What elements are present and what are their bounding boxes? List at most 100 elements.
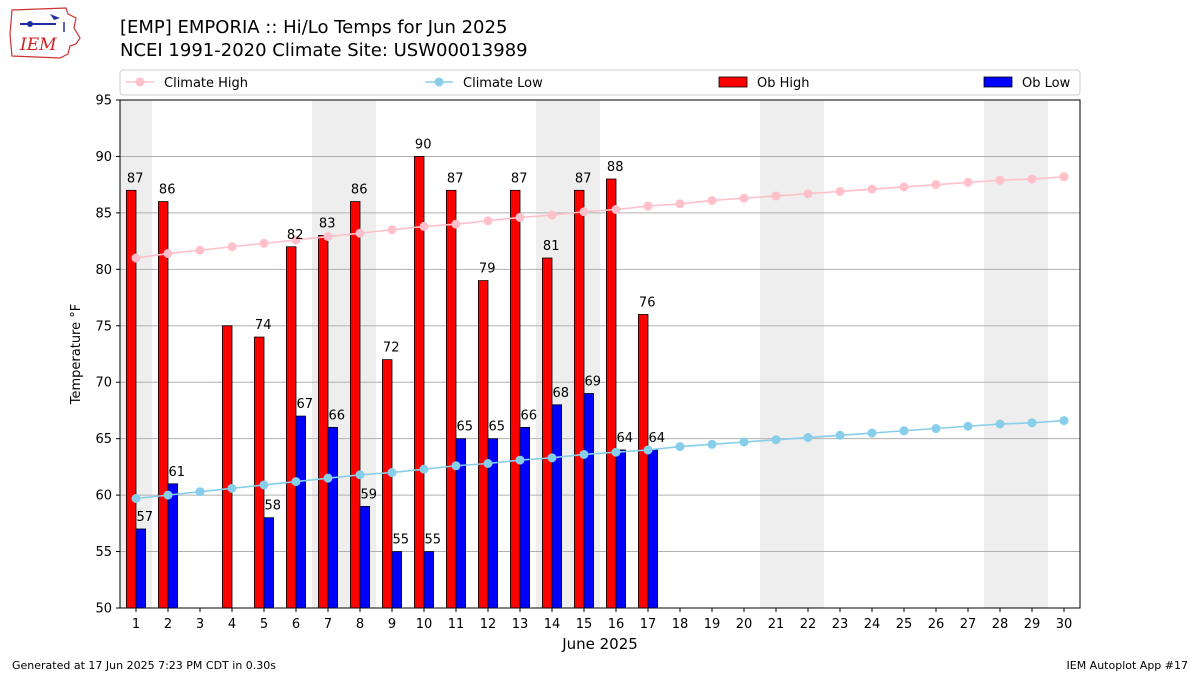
climate-high-point-day-8 xyxy=(355,228,365,238)
legend-marker xyxy=(135,77,145,87)
climate-high-point-day-29 xyxy=(1027,174,1037,184)
climate-low-point-day-12 xyxy=(483,459,493,469)
climate-low-point-day-1 xyxy=(131,493,141,503)
y-tick-label: 50 xyxy=(95,602,112,617)
climate-low-point-day-11 xyxy=(451,461,461,471)
x-tick-label: 19 xyxy=(704,617,721,632)
legend-label: Climate High xyxy=(164,76,248,91)
x-tick-label: 26 xyxy=(928,617,945,632)
ob-low-label-day-15: 69 xyxy=(585,375,602,390)
weekend-shade-day-22 xyxy=(792,100,824,608)
ob-low-bar-day-2 xyxy=(167,483,179,609)
x-tick-label: 3 xyxy=(196,617,204,632)
ob-high-bar-day-7 xyxy=(317,235,329,609)
ob-high-label-day-17: 76 xyxy=(639,295,656,310)
ob-low-bar-day-13 xyxy=(519,426,531,609)
ob-low-label-day-9: 55 xyxy=(393,533,410,548)
ob-low-label-day-6: 67 xyxy=(297,397,314,412)
ob-high-bar-day-13 xyxy=(509,189,521,609)
x-tick-label: 5 xyxy=(260,617,268,632)
ob-high-label-day-12: 79 xyxy=(479,262,496,277)
y-axis-label: Temperature °F xyxy=(69,304,84,405)
x-tick-label: 8 xyxy=(356,617,364,632)
ob-high-label-day-14: 81 xyxy=(543,239,560,254)
climate-low-point-day-21 xyxy=(771,435,781,445)
climate-high-point-day-6 xyxy=(291,235,301,245)
app-note: IEM Autoplot App #17 xyxy=(1066,659,1189,672)
ob-high-bar-day-15 xyxy=(574,189,585,609)
climate-high-point-day-14 xyxy=(547,210,557,220)
ob-high-label-day-9: 72 xyxy=(383,341,400,356)
climate-low-point-day-24 xyxy=(867,428,877,438)
climate-high-point-day-19 xyxy=(707,195,717,205)
y-tick-label: 65 xyxy=(95,432,112,447)
climate-high-point-day-16 xyxy=(611,205,621,215)
y-tick-label: 95 xyxy=(95,94,112,109)
x-tick-label: 14 xyxy=(544,617,561,632)
ob-low-label-day-10: 55 xyxy=(425,533,442,548)
climate-low-point-day-28 xyxy=(995,419,1005,429)
x-axis-label: June 2025 xyxy=(561,635,638,653)
ob-high-label-day-1: 87 xyxy=(127,171,144,186)
x-tick-label: 29 xyxy=(1024,617,1041,632)
x-tick-label: 28 xyxy=(992,617,1009,632)
climate-low-point-day-22 xyxy=(803,433,813,443)
x-tick-label: 25 xyxy=(896,617,913,632)
climate-low-point-day-5 xyxy=(259,480,269,490)
climate-low-point-day-17 xyxy=(643,445,653,455)
ob-high-label-day-15: 87 xyxy=(575,171,592,186)
generated-note: Generated at 17 Jun 2025 7:23 PM CDT in … xyxy=(12,659,277,672)
legend-marker xyxy=(434,77,444,87)
ob-high-bar-day-5 xyxy=(253,336,265,609)
climate-low-point-day-20 xyxy=(739,437,749,447)
x-tick-label: 30 xyxy=(1056,617,1073,632)
x-tick-label: 27 xyxy=(960,617,977,632)
x-tick-label: 10 xyxy=(416,617,433,632)
legend-swatch xyxy=(983,76,1013,88)
chart-subtitle: NCEI 1991-2020 Climate Site: USW00013989 xyxy=(120,40,528,61)
climate-low-point-day-18 xyxy=(675,442,685,452)
ob-high-bar-day-11 xyxy=(445,189,457,609)
climate-high-point-day-7 xyxy=(323,232,333,242)
climate-low-point-day-10 xyxy=(419,464,429,474)
ob-low-bar-day-16 xyxy=(615,449,627,609)
ob-low-label-day-16: 64 xyxy=(617,431,634,446)
climate-low-point-day-26 xyxy=(931,424,941,434)
ob-high-bar-day-9 xyxy=(381,359,393,609)
climate-low-point-day-27 xyxy=(963,421,973,431)
ob-low-label-day-7: 66 xyxy=(329,408,346,423)
weekend-shade-day-29 xyxy=(1016,100,1048,608)
climate-low-point-day-30 xyxy=(1059,416,1069,426)
climate-high-point-day-3 xyxy=(195,245,205,255)
ob-low-bar-day-1 xyxy=(135,528,147,609)
legend-box xyxy=(119,69,1081,96)
ob-low-bar-day-6 xyxy=(295,415,307,609)
climate-low-point-day-4 xyxy=(227,483,237,493)
climate-low-point-day-7 xyxy=(323,473,333,483)
ob-low-bar-day-15 xyxy=(583,393,595,609)
x-tick-label: 21 xyxy=(768,617,785,632)
x-tick-label: 2 xyxy=(164,617,172,632)
ob-low-bar-day-10 xyxy=(423,551,435,609)
ob-low-bar-day-14 xyxy=(551,404,563,609)
ob-high-label-day-8: 86 xyxy=(351,183,368,198)
x-tick-label: 4 xyxy=(228,617,236,632)
ob-high-label-day-11: 87 xyxy=(447,171,464,186)
ob-high-label-day-2: 86 xyxy=(159,183,176,198)
ob-high-label-day-16: 88 xyxy=(607,160,624,175)
climate-low-point-day-3 xyxy=(195,487,205,497)
ob-high-bar-day-17 xyxy=(638,314,649,609)
ob-high-label-day-6: 82 xyxy=(287,228,304,243)
data-labels: 87 86 74 82 83 86 72 90 87 79 87 81 87 88 76 57 61 58 67 66… xyxy=(127,137,665,547)
x-tick-label: 20 xyxy=(736,617,753,632)
y-tick-label: 85 xyxy=(95,206,112,221)
climate-low-point-day-13 xyxy=(515,455,525,465)
climate-high-point-day-28 xyxy=(995,175,1005,185)
bars xyxy=(126,156,659,609)
ob-low-label-day-17: 64 xyxy=(649,431,666,446)
y-tick-label: 75 xyxy=(95,319,112,334)
climate-high-point-day-23 xyxy=(835,186,845,196)
climate-high-point-day-22 xyxy=(803,189,813,199)
